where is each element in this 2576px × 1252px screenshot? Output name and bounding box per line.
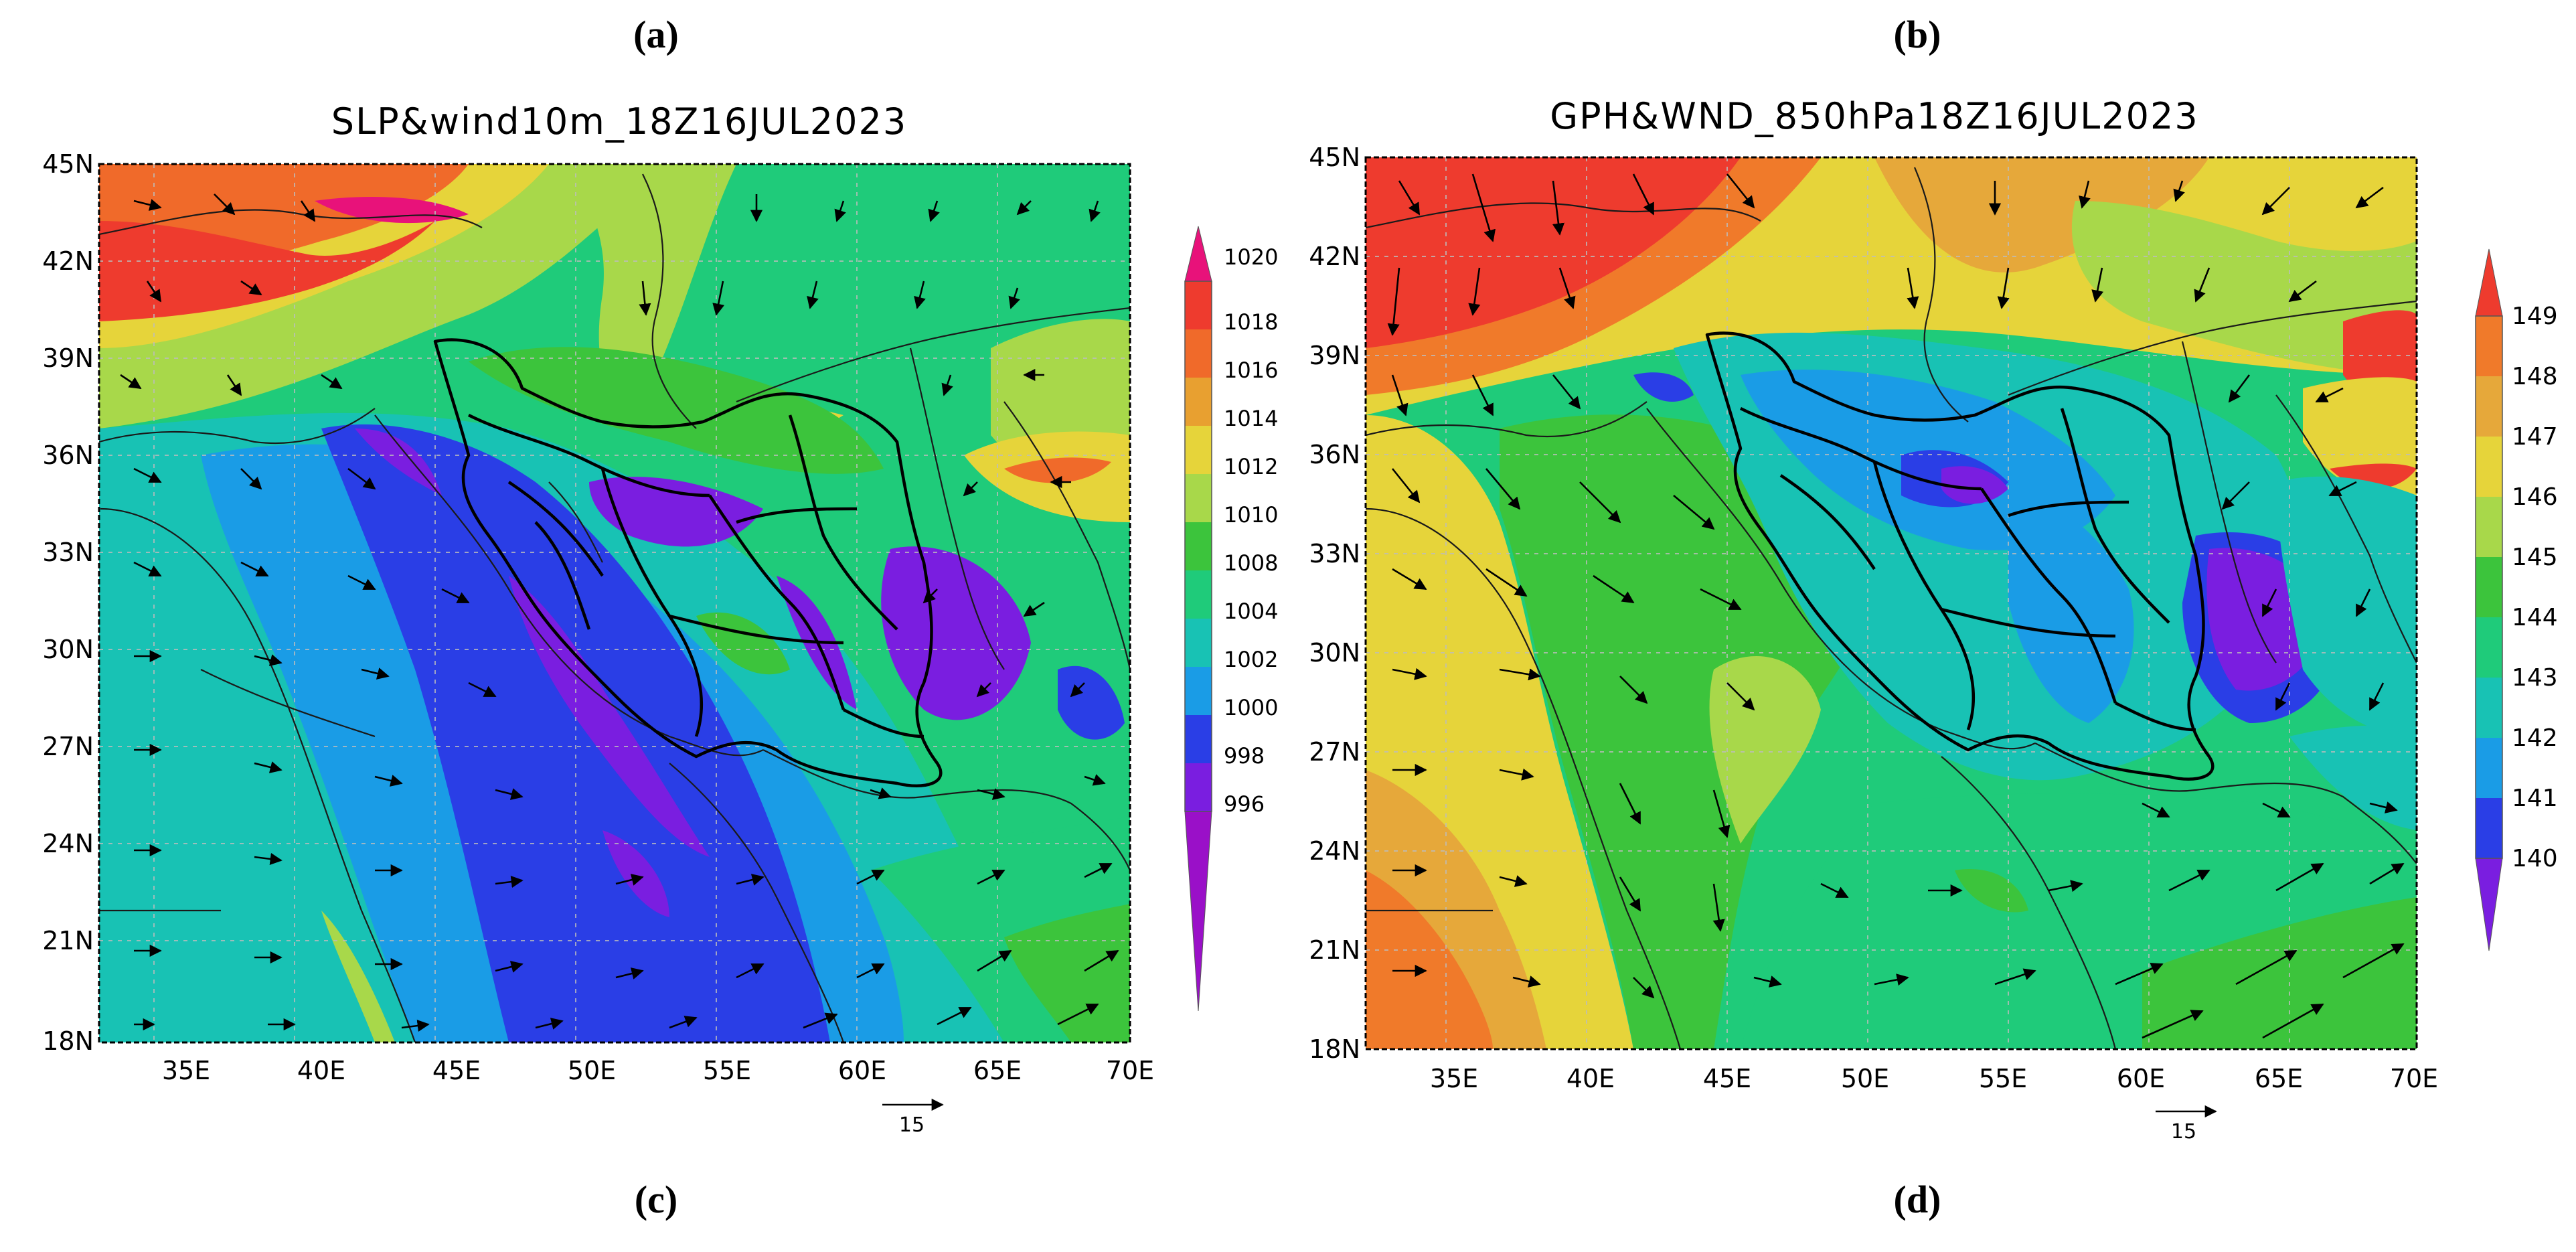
colorbar-tick-label: 140 [2512,845,2558,872]
colorbar-tick-label: 998 [1224,743,1265,769]
colorbar-tick-label: 144 [2512,604,2558,631]
x-tick-label: 60E [838,1056,886,1085]
x-tick-label: 70E [2390,1064,2438,1093]
y-tick-label: 21N [42,926,94,955]
x-tick-label: 60E [2117,1064,2165,1093]
reference-vector-b: 15 [2156,1105,2217,1144]
x-tick-label: 45E [432,1056,481,1085]
colorbar-tick-label: 1014 [1224,406,1278,431]
colorbar-a: 1020 1018 1016 1014 1012 1010 1008 1004 … [1184,226,1278,1012]
y-tick-label: 24N [42,829,94,858]
x-tick-label: 40E [1566,1064,1615,1093]
x-tick-label: 35E [162,1056,210,1085]
colorbar-b: 149 148 147 146 145 144 143 142 141 140 [2475,248,2558,951]
y-tick-label: 27N [1309,737,1360,767]
x-tick-label: 45E [1703,1064,1751,1093]
y-tick-label: 30N [42,635,94,664]
y-tick-label: 39N [1309,341,1360,370]
y-tick-label: 33N [42,538,94,567]
colorbar-tick-label: 149 [2512,303,2558,330]
colorbar-tick-label: 1002 [1224,647,1278,672]
panel-label-a: (a) [633,13,679,56]
y-tick-label: 36N [1309,440,1360,469]
colorbar-tick-label: 145 [2512,544,2558,571]
reference-vector-label: 15 [899,1113,924,1137]
y-tick-label: 45N [42,149,94,179]
colorbar-tick-label: 996 [1224,791,1265,817]
colorbar-tick-label: 1000 [1224,695,1278,720]
map-b: 45N 42N 39N 36N 33N 30N 27N 24N 21N 18N … [1309,143,2558,1144]
y-tick-label: 39N [42,343,94,373]
x-tick-label: 55E [703,1056,751,1085]
x-tick-label: 40E [297,1056,345,1085]
colorbar-tick-label: 148 [2512,363,2558,390]
map-a: 45N 42N 39N 36N 33N 30N 27N 24N 21N 18N … [42,149,1278,1137]
x-tick-label: 65E [2255,1064,2303,1093]
colorbar-tick-label: 1020 [1224,244,1278,270]
colorbar-tick-label: 1016 [1224,358,1278,383]
x-tick-label: 55E [1979,1064,2027,1093]
panel-label-d: (d) [1893,1178,1941,1221]
y-tick-label: 45N [1309,143,1360,172]
colorbar-tick-label: 147 [2512,423,2558,451]
colorbar-tick-label: 1012 [1224,454,1278,479]
x-tick-label: 35E [1430,1064,1478,1093]
colorbar-tick-label: 142 [2512,724,2558,752]
x-tick-label: 50E [1841,1064,1889,1093]
map-title-a: SLP&wind10m_18Z16JUL2023 [331,100,908,143]
panel-label-c: (c) [634,1178,678,1221]
colorbar-tick-label: 1010 [1224,502,1278,528]
colorbar-tick-label: 146 [2512,483,2558,511]
y-tick-label: 18N [1309,1034,1360,1064]
y-tick-label: 30N [1309,638,1360,668]
y-tick-label: 21N [1309,935,1360,965]
panel-label-b: (b) [1893,13,1941,56]
y-tick-label: 27N [42,732,94,761]
reference-vector-label: 15 [2171,1120,2196,1144]
colorbar-tick-label: 1008 [1224,550,1278,576]
y-tick-label: 24N [1309,836,1360,866]
x-tick-label: 50E [568,1056,616,1085]
colorbar-tick-label: 1004 [1224,599,1278,624]
reference-vector-a: 15 [882,1098,944,1137]
colorbar-tick-label: 1018 [1224,309,1278,335]
y-tick-label: 18N [42,1026,94,1056]
colorbar-tick-label: 141 [2512,785,2558,812]
x-tick-label: 70E [1106,1056,1154,1085]
colorbar-tick-label: 143 [2512,664,2558,692]
map-title-b: GPH&WND_850hPa18Z16JUL2023 [1550,95,2199,137]
x-tick-label: 65E [973,1056,1022,1085]
y-tick-label: 33N [1309,539,1360,568]
y-tick-label: 42N [42,246,94,276]
y-tick-label: 36N [42,441,94,470]
y-tick-label: 42N [1309,242,1360,271]
